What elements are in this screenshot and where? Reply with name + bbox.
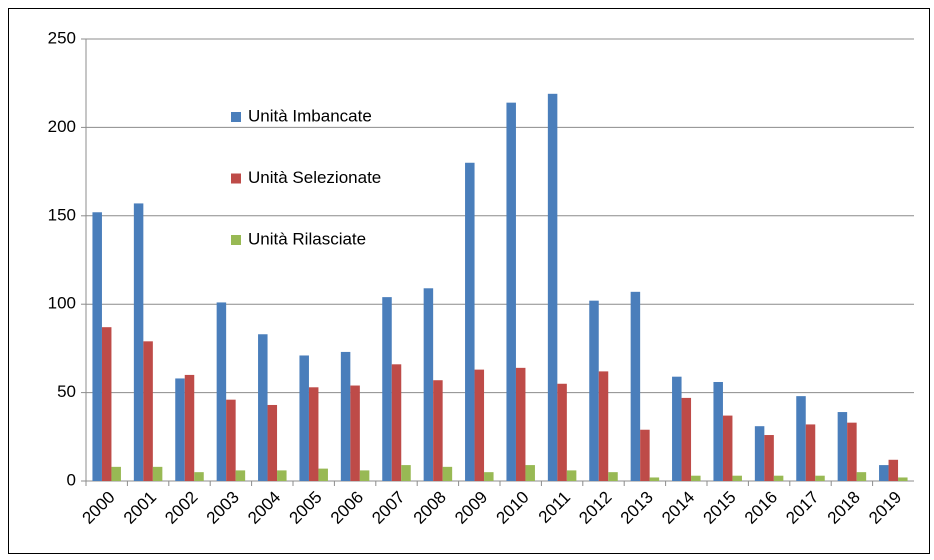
bar — [557, 383, 567, 481]
bar — [754, 426, 765, 481]
bar — [732, 475, 742, 481]
bar — [898, 477, 908, 481]
bar — [216, 302, 227, 481]
bar — [837, 412, 848, 481]
bar — [815, 475, 825, 481]
bar — [681, 397, 692, 481]
bar — [484, 472, 494, 481]
legend-swatch — [231, 235, 241, 245]
bar — [649, 477, 660, 481]
bar — [308, 387, 319, 481]
bar — [888, 459, 899, 481]
bar — [226, 399, 236, 481]
bar — [401, 465, 411, 481]
bar — [194, 472, 204, 481]
y-tick-label: 200 — [48, 117, 76, 136]
bar — [433, 380, 443, 481]
bar — [184, 374, 195, 481]
bar — [630, 291, 641, 481]
bar — [350, 385, 360, 481]
bar — [258, 334, 268, 481]
bar — [359, 470, 370, 481]
bar — [267, 404, 278, 481]
bar — [525, 465, 535, 481]
bar — [847, 422, 857, 481]
bar — [442, 466, 453, 481]
y-tick-label: 50 — [57, 382, 76, 401]
bar — [773, 475, 784, 481]
bar — [856, 472, 867, 481]
bar — [547, 93, 558, 482]
bar — [589, 300, 599, 481]
bar — [111, 466, 121, 481]
bar — [598, 371, 609, 481]
bar — [465, 162, 475, 481]
bar — [340, 351, 351, 481]
bar — [143, 341, 153, 481]
bar — [515, 367, 526, 481]
legend-swatch — [231, 173, 241, 184]
bar — [235, 470, 246, 481]
legend-label: Unità Imbancate — [248, 106, 372, 125]
legend-swatch — [231, 112, 241, 122]
bar — [713, 381, 723, 481]
bar — [608, 472, 618, 481]
bar — [92, 212, 102, 481]
legend-label: Unità Rilasciate — [248, 229, 366, 248]
y-tick-label: 100 — [48, 294, 76, 313]
bar — [299, 355, 309, 481]
bar — [796, 396, 806, 481]
bar — [640, 429, 650, 481]
bar — [101, 327, 112, 481]
bar — [672, 376, 682, 481]
bar — [764, 435, 774, 481]
bar — [277, 470, 287, 481]
bar — [382, 297, 392, 481]
y-tick-label: 0 — [67, 470, 76, 489]
bar — [423, 288, 434, 481]
bar — [175, 378, 185, 481]
y-tick-label: 250 — [48, 28, 76, 47]
bar — [133, 203, 144, 481]
bar — [805, 424, 816, 481]
bar — [566, 470, 577, 481]
bar — [691, 475, 701, 481]
bar — [879, 465, 889, 481]
y-tick-label: 150 — [48, 205, 76, 224]
bar — [722, 415, 733, 481]
bar — [391, 364, 402, 481]
bar — [506, 102, 516, 481]
bar — [152, 466, 163, 481]
legend-label: Unità Selezionate — [248, 168, 381, 187]
bar — [318, 468, 328, 481]
bar — [474, 369, 485, 481]
